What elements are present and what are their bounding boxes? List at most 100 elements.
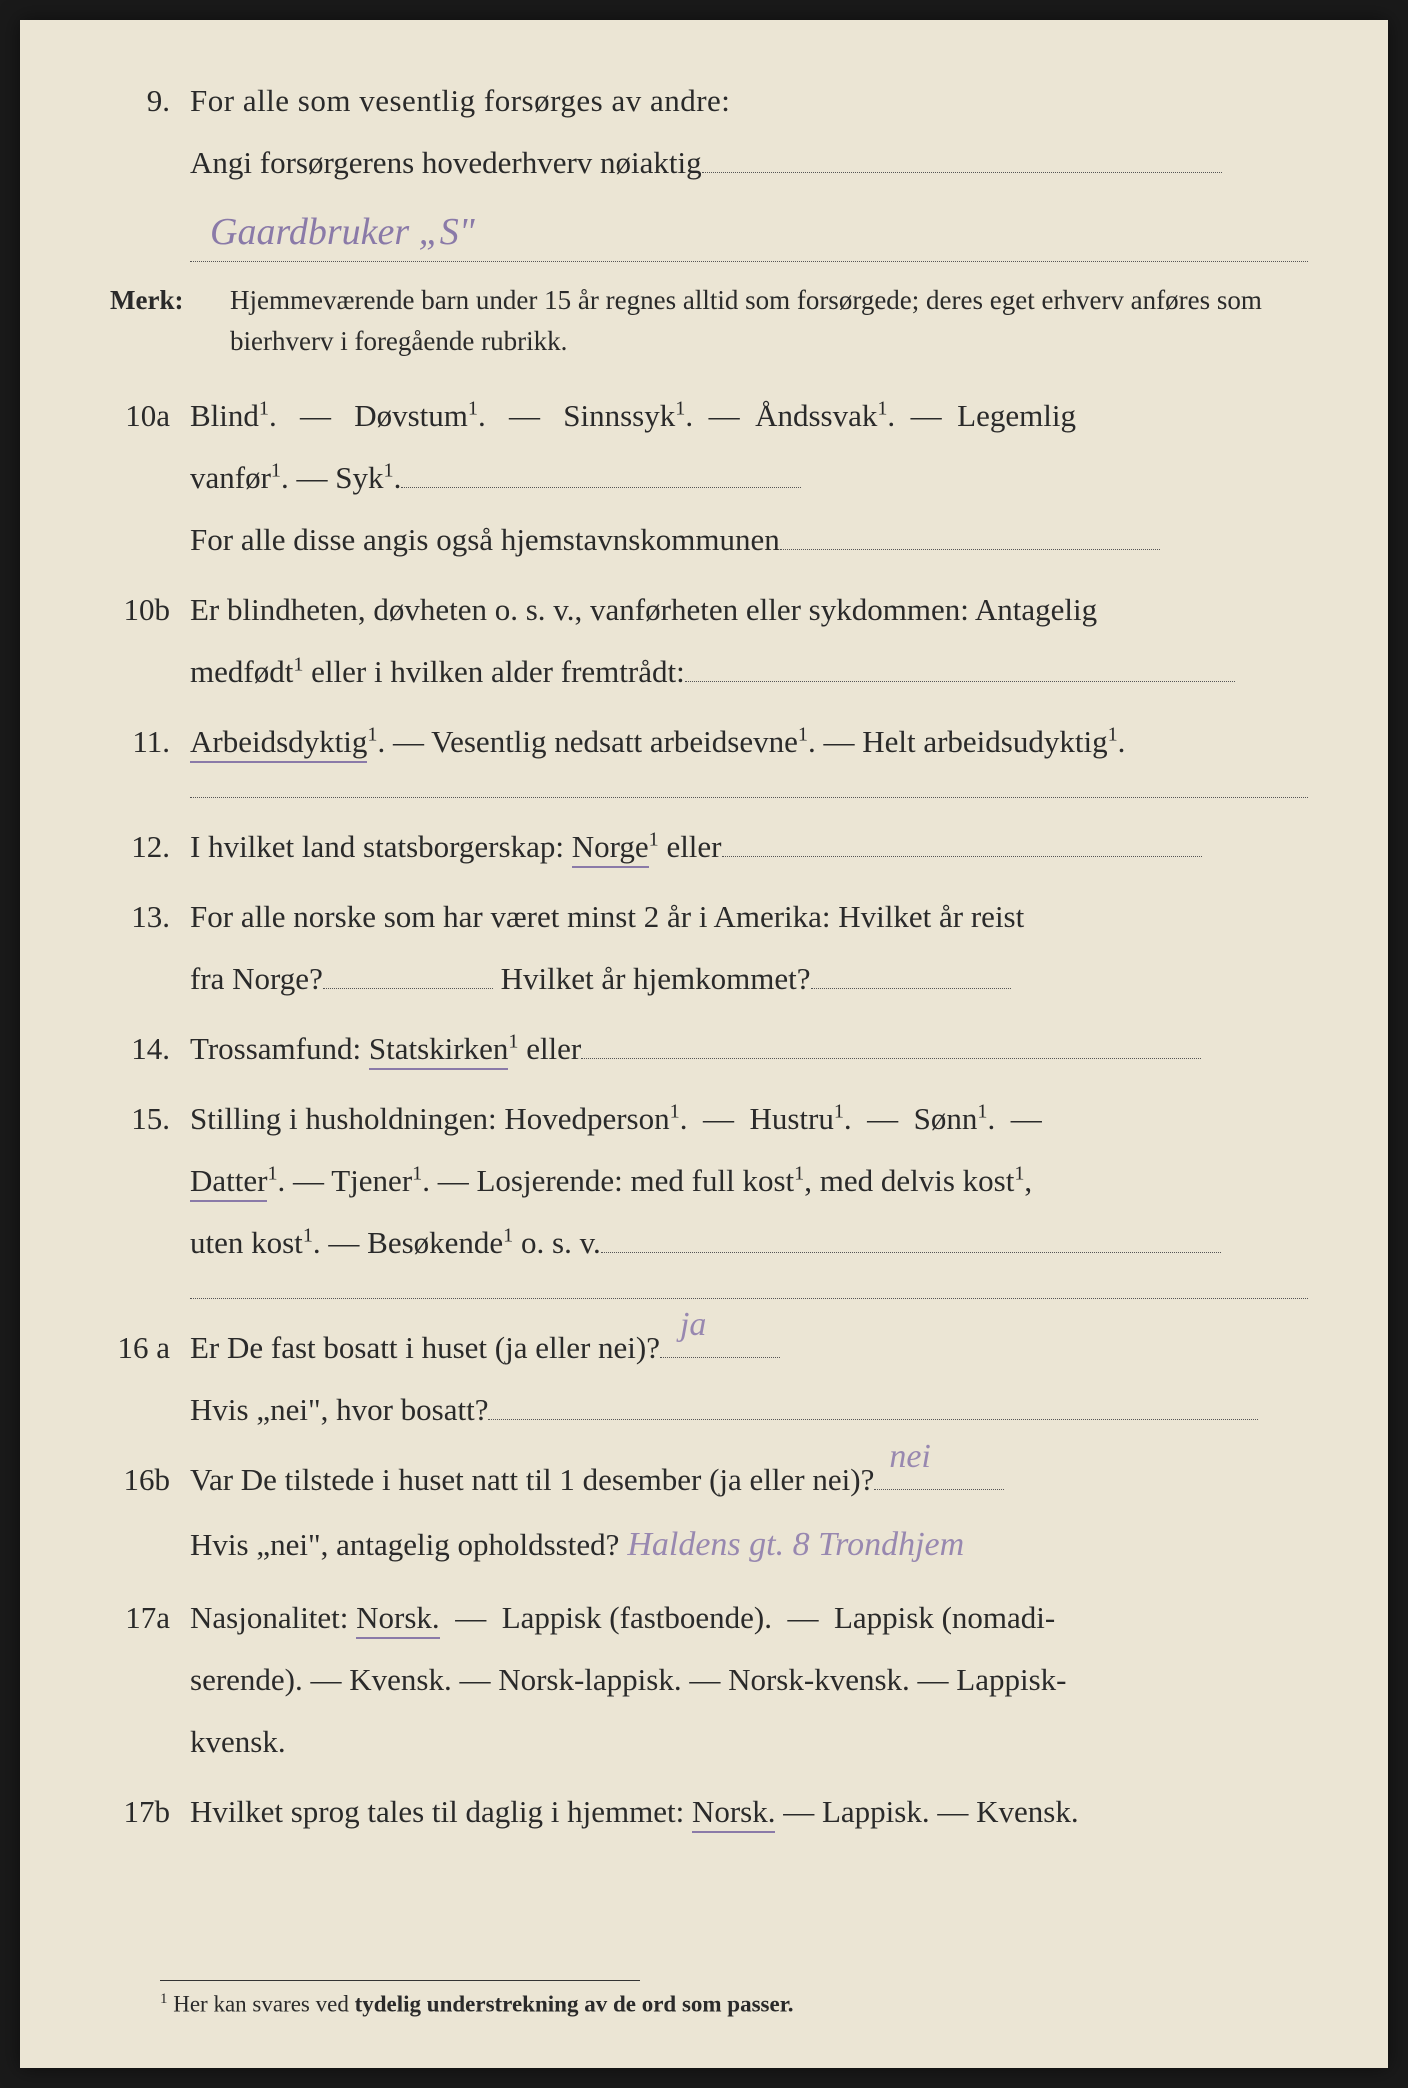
q16a-blank1: ja — [660, 1357, 780, 1358]
q10a-blank2 — [780, 549, 1160, 550]
q16a-q: Er De fast bosatt i huset (ja eller nei)… — [190, 1330, 660, 1365]
q10b-content: Er blindheten, døvheten o. s. v., vanfør… — [190, 579, 1308, 703]
q17b-norsk: Norsk. — [692, 1794, 776, 1833]
q16b-blank1: nei — [874, 1489, 1004, 1490]
q15-osv: o. s. v. — [513, 1225, 601, 1260]
q12-eller: eller — [659, 829, 722, 864]
q9-line1: For alle som vesentlig forsørges av andr… — [190, 70, 1308, 132]
q10a-sinn: Sinnssyk — [563, 398, 675, 433]
q10a-line1: Blind1. — Døvstum1. — Sinnssyk1. — Åndss… — [190, 385, 1308, 447]
q13-line1: For alle norske som har været minst 2 år… — [190, 886, 1308, 948]
q10a-number: 10a — [100, 385, 190, 571]
q10a-blind: Blind — [190, 398, 259, 433]
question-9: 9. For alle som vesentlig forsørges av a… — [100, 70, 1308, 270]
q9-content: For alle som vesentlig forsørges av andr… — [190, 70, 1308, 270]
q16b-line2: Hvis „nei", antagelig opholdssted?Halden… — [190, 1511, 1308, 1579]
q17b-content: Hvilket sprog tales til daglig i hjemmet… — [190, 1781, 1308, 1843]
q15-hustru: Hustru — [749, 1101, 833, 1136]
q17a-lapp1: Lappisk (fastboende). — [502, 1600, 772, 1635]
q15-besok: Besøkende — [367, 1225, 503, 1260]
footnote: 1 Her kan svares ved tydelig understrekn… — [160, 1980, 794, 2018]
q10a-legem: Legemlig — [957, 398, 1076, 433]
q16a-line2: Hvis „nei", hvor bosatt? — [190, 1379, 1308, 1441]
q9-answer: Gaardbruker „S" — [190, 211, 475, 253]
q12-number: 12. — [100, 816, 190, 878]
q14-content: Trossamfund: Statskirken1 eller — [190, 1018, 1308, 1080]
question-12: 12. I hvilket land statsborgerskap: Norg… — [100, 816, 1308, 878]
q10a-line3-row: For alle disse angis også hjemstavnskomm… — [190, 509, 1308, 571]
q13-hjem: Hvilket år hjemkommet? — [501, 961, 811, 996]
q16b-number: 16b — [100, 1449, 190, 1579]
q17a-number: 17a — [100, 1587, 190, 1773]
q17b-rest: — Lappisk. — Kvensk. — [775, 1794, 1078, 1829]
q16b-content: Var De tilstede i huset natt til 1 desem… — [190, 1449, 1308, 1579]
q12-content: I hvilket land statsborgerskap: Norge1 e… — [190, 816, 1308, 878]
q9-blank1 — [702, 172, 1222, 173]
footnote-text: Her kan svares ved — [167, 1992, 354, 2017]
q10a-line2: vanfør1. — Syk1. — [190, 447, 1308, 509]
q17a-line1: Nasjonalitet: Norsk. — Lappisk (fastboen… — [190, 1587, 1308, 1649]
q11-nedsatt: Vesentlig nedsatt arbeidsevne — [431, 724, 798, 759]
q10a-vanfor: vanfør — [190, 460, 271, 495]
q11-number: 11. — [100, 711, 190, 773]
q15-tjener: Tjener — [331, 1163, 412, 1198]
q11-content: Arbeidsdyktig1. — Vesentlig nedsatt arbe… — [190, 711, 1308, 773]
q16b-q: Var De tilstede i huset natt til 1 desem… — [190, 1462, 874, 1497]
merk-text: Hjemmeværende barn under 15 år regnes al… — [230, 280, 1308, 361]
footnote-bold: tydelig understrekning av de ord som pas… — [355, 1992, 794, 2017]
q10a-ands: Åndssvak — [755, 398, 877, 433]
q16b-line1: Var De tilstede i huset natt til 1 desem… — [190, 1449, 1308, 1511]
footnote-rule — [160, 1980, 640, 1981]
q9-answer-row: Gaardbruker „S" — [190, 194, 1308, 270]
q10a-syk: Syk — [335, 460, 383, 495]
q10a-content: Blind1. — Døvstum1. — Sinnssyk1. — Åndss… — [190, 385, 1308, 571]
q13-fra: fra Norge? — [190, 961, 323, 996]
q10b-blank — [685, 681, 1235, 682]
q17b-number: 17b — [100, 1781, 190, 1843]
q9-number: 9. — [100, 70, 190, 270]
question-17a: 17a Nasjonalitet: Norsk. — Lappisk (fast… — [100, 1587, 1308, 1773]
q17b-sprog: Hvilket sprog tales til daglig i hjemmet… — [190, 1794, 692, 1829]
q10b-number: 10b — [100, 579, 190, 703]
q14-tross: Trossamfund: — [190, 1031, 369, 1066]
question-16b: 16b Var De tilstede i huset natt til 1 d… — [100, 1449, 1308, 1579]
q11-helt: Helt arbeidsudyktig — [862, 724, 1107, 759]
q10a-dov: Døvstum — [354, 398, 468, 433]
q10b-medfodt: medfødt — [190, 654, 293, 689]
q15-datter: Datter — [190, 1163, 267, 1202]
merk-label: Merk: — [100, 280, 230, 361]
q14-eller: eller — [518, 1031, 581, 1066]
question-15: 15. Stilling i husholdningen: Hovedperso… — [100, 1088, 1308, 1274]
q15-line3: uten kost1. — Besøkende1 o. s. v. — [190, 1212, 1308, 1274]
q12-text: I hvilket land statsborgerskap: — [190, 829, 572, 864]
q15-line1: Stilling i husholdningen: Hovedperson1. … — [190, 1088, 1308, 1150]
q17a-line3: kvensk. — [190, 1711, 1308, 1773]
q16b-q2: Hvis „nei", antagelig opholdssted? — [190, 1527, 619, 1562]
merk-note: Merk: Hjemmeværende barn under 15 år reg… — [100, 280, 1308, 361]
q9-line2: Angi forsørgerens hovederhverv nøiaktig — [190, 145, 702, 180]
q12-blank — [722, 856, 1202, 857]
q16a-line1: Er De fast bosatt i huset (ja eller nei)… — [190, 1317, 1308, 1379]
q14-stats: Statskirken — [369, 1031, 509, 1070]
q15-stilling: Stilling i husholdningen: Hovedperson — [190, 1101, 670, 1136]
question-10a: 10a Blind1. — Døvstum1. — Sinnssyk1. — Å… — [100, 385, 1308, 571]
q10a-line3: For alle disse angis også hjemstavnskomm… — [190, 522, 780, 557]
q9-blank2 — [190, 261, 1308, 262]
q13-blank2 — [811, 988, 1011, 989]
q11-arbeids: Arbeidsdyktig — [190, 724, 367, 763]
q16a-blank2 — [488, 1419, 1258, 1420]
question-13: 13. For alle norske som har været minst … — [100, 886, 1308, 1010]
q15-content: Stilling i husholdningen: Hovedperson1. … — [190, 1088, 1308, 1274]
q16a-q2: Hvis „nei", hvor bosatt? — [190, 1392, 488, 1427]
q15-blank — [601, 1252, 1221, 1253]
q14-number: 14. — [100, 1018, 190, 1080]
q17a-nasj: Nasjonalitet: — [190, 1600, 356, 1635]
q16a-number: 16 a — [100, 1317, 190, 1441]
question-11: 11. Arbeidsdyktig1. — Vesentlig nedsatt … — [100, 711, 1308, 773]
question-14: 14. Trossamfund: Statskirken1 eller — [100, 1018, 1308, 1080]
q13-blank1 — [323, 988, 493, 989]
q16a-content: Er De fast bosatt i huset (ja eller nei)… — [190, 1317, 1308, 1441]
q10b-eller: eller i hvilken alder fremtrådt: — [303, 654, 684, 689]
q12-norge: Norge — [572, 829, 649, 868]
divider-2 — [190, 1298, 1308, 1299]
